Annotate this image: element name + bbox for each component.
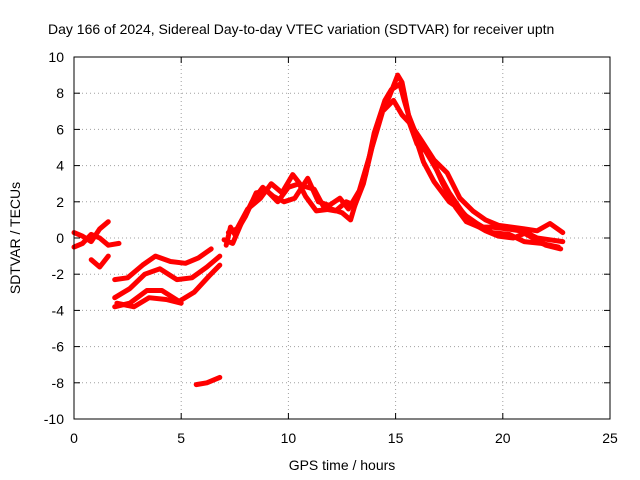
series-track-9 [223,81,566,248]
series-track-3 [88,253,111,270]
y-tick-label: 6 [56,121,64,137]
y-tick-label: -10 [44,411,64,427]
series-track-11 [225,97,566,236]
ticks: 0 5 10 15 20 25 -10 -8 -6 -4 -2 0 2 4 6 8 10 [44,49,618,446]
series-track-8 [193,374,223,388]
y-tick-label: 2 [56,194,64,210]
x-axis-label: GPS time / hours [289,457,396,473]
x-tick-label: 5 [177,430,185,446]
y-tick-label: -8 [52,375,65,391]
series-track-6 [112,262,223,310]
y-tick-label: -6 [52,339,65,355]
y-tick-label: 8 [56,85,64,101]
series-track-1 [71,219,111,245]
x-tick-label: 25 [602,430,618,446]
series-layer [71,72,566,388]
y-tick-label: -2 [52,266,65,282]
series-track-4 [112,246,214,283]
series-track-7 [114,295,184,310]
series-track-5 [112,253,223,301]
x-tick-label: 0 [70,430,78,446]
y-tick-label: -4 [52,302,65,318]
series-track-2 [71,231,122,250]
y-axis-label: SDTVAR / TECUs [7,182,23,294]
y-tick-label: 0 [56,230,64,246]
y-tick-label: 10 [48,49,64,65]
chart-title: Day 166 of 2024, Sidereal Day-to-day VTE… [48,21,554,37]
x-tick-label: 10 [281,430,297,446]
y-tick-label: 4 [56,158,64,174]
series-track-12 [406,117,561,250]
x-tick-label: 15 [388,430,404,446]
x-tick-label: 20 [495,430,511,446]
